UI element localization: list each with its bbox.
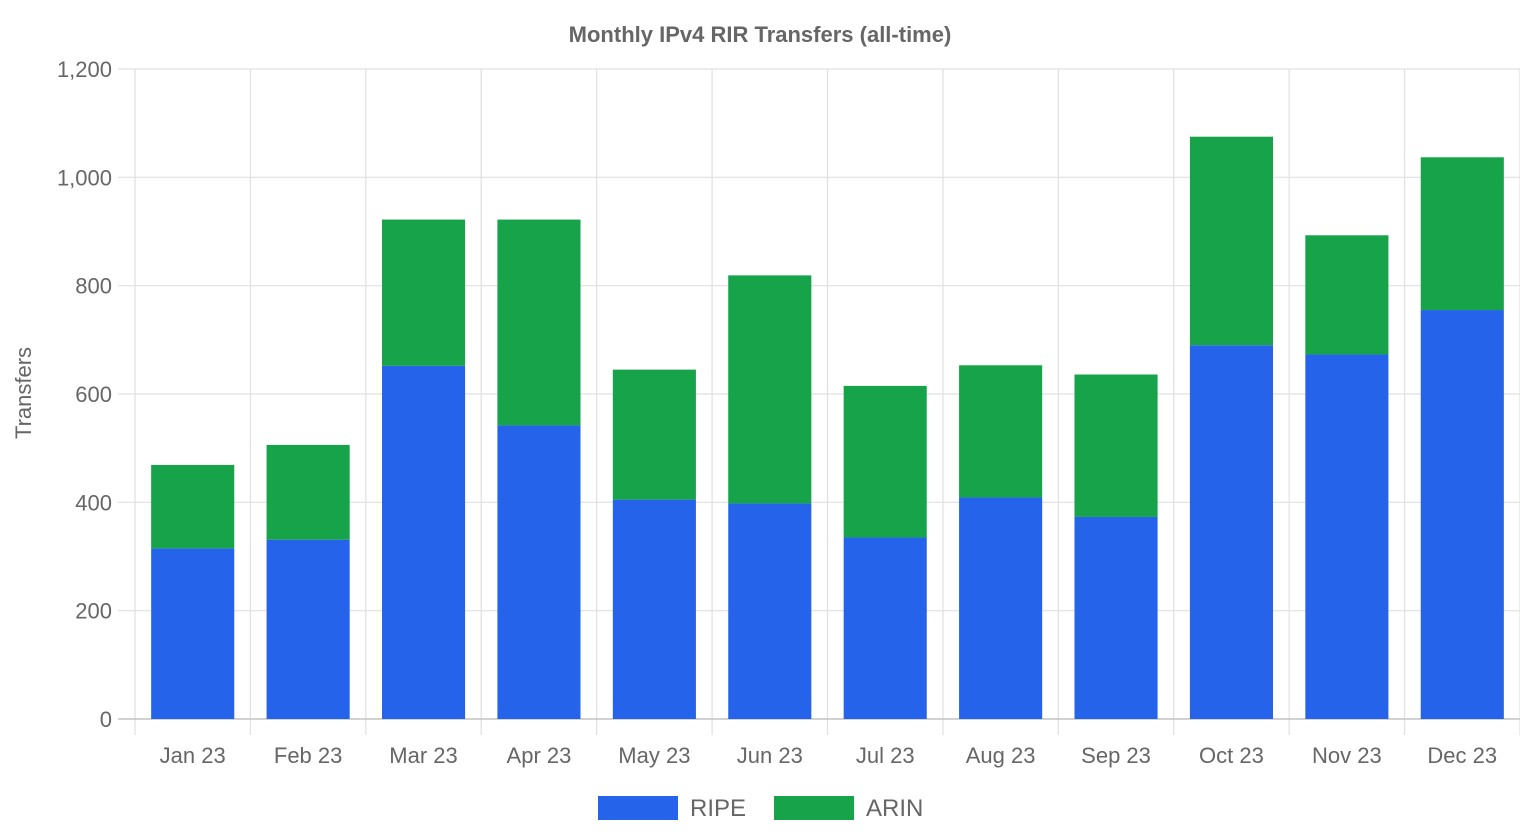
- x-tick-label: Oct 23: [1199, 743, 1264, 768]
- y-tick-label: 1,000: [57, 165, 112, 190]
- x-tick-label: Nov 23: [1312, 743, 1382, 768]
- bar-ripe-aug-23: [959, 497, 1043, 719]
- y-tick-label: 1,200: [57, 57, 112, 82]
- axis-ticks: 0 200 400 600 800 1,000 1,200 Jan 23 Feb 23 Mar 2…: [57, 57, 1497, 768]
- x-tick-label: Jul 23: [856, 743, 915, 768]
- x-tick-label: May 23: [618, 743, 690, 768]
- legend-swatch-arin: [774, 796, 854, 820]
- bar-ripe-nov-23: [1305, 354, 1389, 719]
- bar-arin-nov-23: [1305, 235, 1389, 355]
- bar-ripe-sep-23: [1074, 516, 1158, 719]
- bar-arin-dec-23: [1420, 157, 1504, 311]
- bars: [151, 136, 1504, 719]
- bar-arin-jan-23: [151, 464, 235, 549]
- y-tick-label: 200: [75, 599, 112, 624]
- y-tick-label: 600: [75, 382, 112, 407]
- chart-title: Monthly IPv4 RIR Transfers (all-time): [569, 22, 952, 47]
- bar-arin-oct-23: [1189, 136, 1274, 346]
- x-tick-label: Feb 23: [274, 743, 343, 768]
- y-tick-label: 400: [75, 490, 112, 515]
- bar-arin-mar-23: [381, 219, 466, 366]
- bar-ripe-may-23: [612, 499, 696, 719]
- bar-arin-may-23: [612, 369, 696, 500]
- x-tick-label: Jan 23: [160, 743, 226, 768]
- bar-arin-aug-23: [959, 365, 1043, 498]
- bar-arin-jun-23: [728, 275, 812, 504]
- legend-label-arin: ARIN: [866, 795, 923, 822]
- legend-label-ripe: RIPE: [690, 795, 746, 822]
- y-axis-label: Transfers: [11, 347, 36, 439]
- y-tick-label: 800: [75, 274, 112, 299]
- legend: RIPE ARIN: [598, 795, 923, 822]
- x-tick-label: Sep 23: [1081, 743, 1151, 768]
- x-tick-label: Dec 23: [1427, 743, 1497, 768]
- bar-arin-jul-23: [843, 385, 927, 538]
- bar-arin-sep-23: [1074, 374, 1158, 517]
- x-tick-label: Apr 23: [507, 743, 572, 768]
- bar-ripe-feb-23: [266, 539, 350, 719]
- bar-ripe-oct-23: [1189, 345, 1274, 719]
- bar-arin-apr-23: [497, 219, 581, 426]
- bar-ripe-jan-23: [151, 548, 235, 719]
- x-tick-label: Mar 23: [389, 743, 457, 768]
- grid-lines: [118, 68, 1520, 735]
- x-tick-label: Aug 23: [966, 743, 1036, 768]
- y-tick-label: 0: [100, 707, 112, 732]
- bar-ripe-jun-23: [728, 503, 812, 719]
- bar-ripe-apr-23: [497, 425, 581, 719]
- bar-ripe-jul-23: [843, 537, 927, 719]
- bar-arin-feb-23: [266, 444, 350, 540]
- bar-ripe-dec-23: [1420, 310, 1504, 719]
- bar-ripe-mar-23: [381, 365, 466, 719]
- legend-swatch-ripe: [598, 796, 678, 820]
- x-tick-label: Jun 23: [737, 743, 803, 768]
